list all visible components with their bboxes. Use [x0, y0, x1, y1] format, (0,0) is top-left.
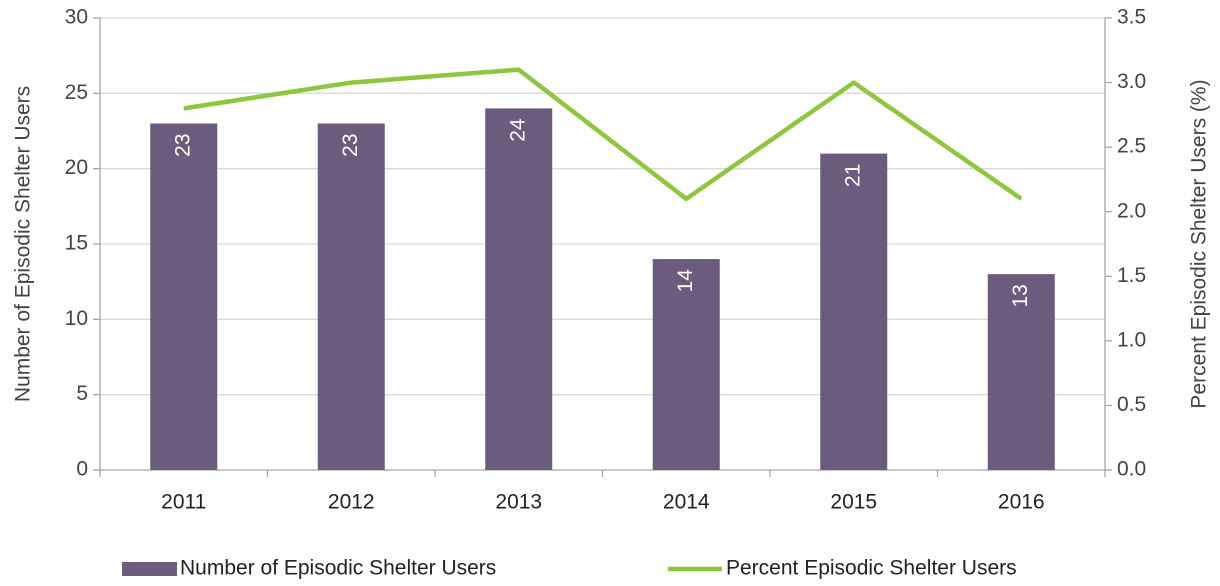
bar-label: 23	[171, 133, 194, 156]
bar	[820, 153, 888, 470]
y2-tick-label: 2.0	[1117, 199, 1146, 222]
y2-tick-label: 3.0	[1117, 70, 1146, 93]
bar-label: 23	[339, 133, 362, 156]
x-tick-label: 2016	[998, 491, 1045, 514]
y2-tick-label: 2.5	[1117, 135, 1146, 158]
bar	[150, 123, 218, 470]
bar-label: 24	[506, 118, 529, 142]
bar-label: 14	[674, 269, 697, 293]
y-tick-label: 25	[65, 81, 88, 104]
y2-tick-label: 1.5	[1117, 264, 1146, 287]
bar	[485, 108, 553, 471]
x-tick-label: 2012	[328, 491, 375, 514]
y-tick-label: 30	[65, 6, 88, 29]
bar	[317, 123, 385, 470]
bar-label: 13	[1009, 284, 1032, 307]
bar	[652, 259, 720, 470]
x-tick-label: 2011	[161, 491, 206, 514]
x-tick-label: 2013	[495, 491, 542, 514]
y-axis-label: Number of Episodic Shelter Users	[12, 86, 35, 402]
legend-swatch	[122, 562, 177, 576]
y2-axis-label: Percent Episodic Shelter Users (%)	[1188, 79, 1211, 408]
y2-tick-label: 1.0	[1117, 328, 1146, 351]
bar-label: 21	[841, 164, 864, 187]
y2-tick-label: 0.5	[1117, 393, 1146, 416]
legend-label: Number of Episodic Shelter Users	[180, 557, 496, 580]
legend-label: Percent Episodic Shelter Users	[726, 557, 1017, 580]
y-tick-label: 10	[65, 307, 88, 330]
y-tick-label: 0	[76, 458, 88, 481]
y-tick-label: 20	[65, 156, 88, 179]
bar	[987, 274, 1055, 470]
x-tick-label: 2014	[663, 491, 710, 514]
y2-tick-label: 0.0	[1117, 458, 1146, 481]
y-tick-label: 15	[65, 232, 88, 255]
line	[183, 67, 1023, 202]
y-tick-label: 5	[76, 382, 88, 405]
y2-tick-label: 3.5	[1117, 6, 1146, 29]
x-tick-label: 2015	[830, 491, 877, 514]
